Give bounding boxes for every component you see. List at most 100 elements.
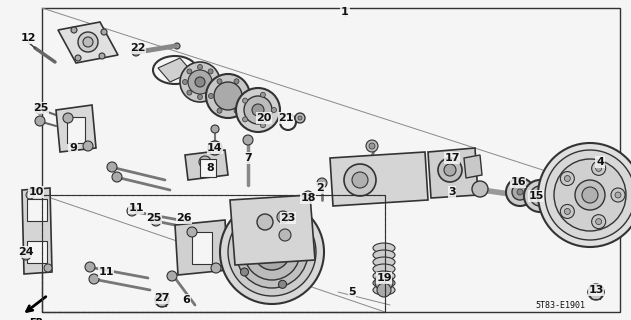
Polygon shape — [185, 150, 228, 180]
Circle shape — [155, 293, 169, 307]
Circle shape — [592, 215, 606, 228]
Circle shape — [303, 191, 313, 201]
Circle shape — [195, 77, 205, 87]
Circle shape — [506, 178, 534, 206]
Polygon shape — [56, 105, 96, 152]
Circle shape — [236, 88, 280, 132]
Circle shape — [244, 224, 300, 280]
Text: 21: 21 — [278, 113, 294, 123]
Circle shape — [279, 229, 291, 241]
Text: 7: 7 — [244, 153, 252, 163]
Circle shape — [198, 65, 203, 69]
Circle shape — [208, 141, 222, 155]
Circle shape — [240, 268, 249, 276]
Circle shape — [214, 82, 242, 110]
Circle shape — [187, 69, 192, 74]
Circle shape — [254, 234, 290, 270]
Circle shape — [344, 164, 376, 196]
Circle shape — [107, 162, 117, 172]
Circle shape — [512, 184, 528, 200]
Text: 25: 25 — [33, 103, 49, 113]
Circle shape — [278, 216, 286, 224]
Circle shape — [242, 93, 247, 99]
Circle shape — [352, 172, 368, 188]
Bar — [200, 159, 216, 177]
Polygon shape — [58, 22, 118, 63]
Circle shape — [188, 70, 212, 94]
Text: 27: 27 — [154, 293, 170, 303]
Circle shape — [366, 140, 378, 152]
Circle shape — [211, 263, 221, 273]
Circle shape — [71, 27, 77, 33]
Ellipse shape — [373, 285, 395, 295]
Circle shape — [234, 79, 239, 84]
Circle shape — [217, 79, 222, 84]
Circle shape — [530, 186, 550, 206]
Text: 9: 9 — [69, 143, 77, 153]
Circle shape — [83, 141, 93, 151]
Text: 13: 13 — [588, 285, 604, 295]
Circle shape — [592, 161, 606, 175]
Circle shape — [44, 264, 52, 272]
Circle shape — [180, 62, 220, 102]
Ellipse shape — [373, 264, 395, 274]
Circle shape — [26, 191, 34, 199]
Circle shape — [588, 284, 604, 300]
Polygon shape — [230, 195, 315, 265]
Circle shape — [243, 135, 253, 145]
Circle shape — [242, 98, 247, 103]
Circle shape — [438, 158, 462, 182]
Circle shape — [211, 125, 219, 133]
Circle shape — [564, 208, 570, 214]
Circle shape — [242, 117, 247, 122]
Ellipse shape — [373, 243, 395, 253]
Circle shape — [261, 123, 266, 128]
Circle shape — [252, 104, 264, 116]
Text: 20: 20 — [256, 113, 272, 123]
Circle shape — [532, 191, 548, 207]
Text: 17: 17 — [444, 153, 460, 163]
Text: 26: 26 — [176, 213, 192, 223]
Circle shape — [295, 113, 305, 123]
Circle shape — [375, 273, 393, 291]
Circle shape — [369, 143, 375, 149]
Circle shape — [213, 79, 218, 84]
Circle shape — [21, 250, 31, 260]
Circle shape — [234, 108, 239, 113]
Circle shape — [228, 208, 316, 296]
Bar — [42, 195, 385, 312]
Circle shape — [538, 143, 631, 247]
Text: 22: 22 — [130, 43, 146, 53]
Circle shape — [236, 216, 308, 288]
Circle shape — [444, 164, 456, 176]
Text: 12: 12 — [20, 33, 36, 43]
Circle shape — [187, 227, 197, 237]
Circle shape — [554, 159, 626, 231]
Circle shape — [582, 187, 598, 203]
Circle shape — [277, 211, 289, 223]
Circle shape — [302, 248, 310, 256]
Polygon shape — [464, 155, 482, 178]
Text: 2: 2 — [316, 183, 324, 193]
Circle shape — [101, 29, 107, 35]
Circle shape — [377, 283, 391, 297]
Polygon shape — [158, 58, 192, 82]
Ellipse shape — [373, 271, 395, 281]
Circle shape — [220, 200, 324, 304]
Bar — [67, 117, 85, 143]
Circle shape — [564, 176, 570, 181]
Circle shape — [575, 180, 605, 210]
Circle shape — [78, 32, 98, 52]
Circle shape — [199, 156, 211, 168]
Circle shape — [208, 90, 213, 95]
Circle shape — [99, 53, 105, 59]
Circle shape — [63, 113, 73, 123]
Text: 11: 11 — [128, 203, 144, 213]
Text: 5T83-E1901: 5T83-E1901 — [535, 301, 585, 310]
Polygon shape — [330, 152, 428, 206]
Polygon shape — [42, 8, 620, 312]
Circle shape — [560, 172, 574, 186]
Text: 24: 24 — [18, 247, 34, 257]
Polygon shape — [175, 220, 228, 275]
Circle shape — [208, 69, 213, 74]
